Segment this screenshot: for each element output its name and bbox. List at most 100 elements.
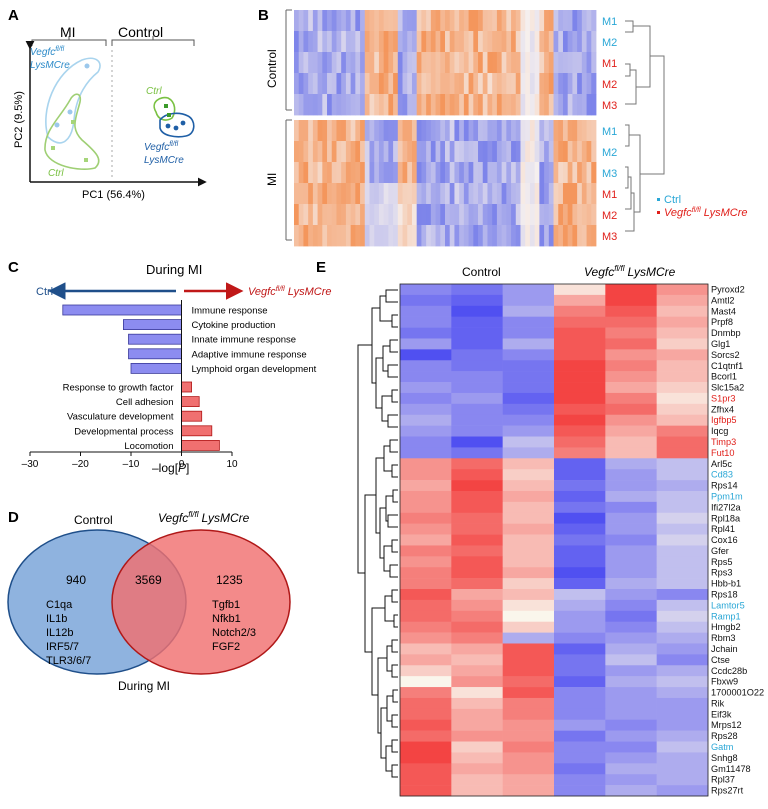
- heatmap-b-cell: [572, 141, 578, 163]
- heatmap-b-cell: [364, 52, 370, 74]
- heatmap-b-cell: [402, 94, 408, 116]
- heatmap-b-cell: [445, 10, 451, 32]
- heatmap-e-gene-label: Ccdc28b: [711, 666, 747, 676]
- heatmap-b-cell: [421, 10, 427, 32]
- heatmap-b-cell: [393, 10, 399, 32]
- heatmap-b-row-label: M2: [602, 79, 617, 91]
- bar-c-label: Immune response: [192, 306, 268, 317]
- heatmap-b-cell: [478, 162, 484, 184]
- heatmap-b-cell: [317, 141, 323, 163]
- heatmap-e-cell: [554, 316, 606, 328]
- chart-c-title: During MI: [146, 262, 202, 277]
- heatmap-e-cell: [605, 752, 657, 764]
- heatmap-e-cell: [554, 490, 606, 503]
- heatmap-b-cell: [459, 94, 465, 116]
- heatmap-b-cell: [393, 120, 399, 142]
- heatmap-e-gene-label: Fbxw9: [711, 677, 738, 687]
- heatmap-e-cell: [451, 284, 503, 296]
- heatmap-b-cell: [308, 162, 314, 184]
- chart-c-left-label: Ctrl: [36, 286, 53, 298]
- heatmap-b-cell: [468, 73, 474, 95]
- heatmap-e-gene-label: Sorcs2: [711, 350, 740, 360]
- heatmap-e-cell: [400, 382, 452, 394]
- pca-label-ctrl-control: Ctrl: [146, 86, 162, 97]
- heatmap-b-cell: [591, 204, 597, 226]
- heatmap-b-cell: [308, 10, 314, 32]
- heatmap-b-cell: [402, 73, 408, 95]
- heatmap-b-cell: [572, 94, 578, 116]
- pca-bracket-control: [111, 36, 195, 46]
- heatmap-b-cell: [496, 120, 503, 142]
- heatmap-e-cell: [502, 545, 555, 557]
- heatmap-b-cell: [393, 162, 399, 184]
- heatmap-b-cell: [393, 52, 399, 74]
- heatmap-b-cell: [548, 31, 554, 53]
- heatmap-b-cell: [539, 225, 545, 247]
- pca-group-control: Control: [118, 24, 163, 40]
- heatmap-e-cell: [400, 458, 452, 470]
- pca-point: [167, 113, 171, 117]
- heatmap-e-gene-label: Hbb-b1: [711, 579, 741, 589]
- heatmap-b-cell: [515, 31, 521, 53]
- bar-c-label: Vasculature development: [67, 412, 174, 423]
- heatmap-b-cell: [511, 52, 517, 74]
- heatmap-b-cell: [567, 10, 573, 32]
- pca-point: [71, 120, 75, 124]
- heatmap-b-cell: [515, 162, 521, 184]
- heatmap-e-cell: [502, 697, 555, 710]
- heatmap-b-cell: [539, 120, 545, 142]
- heatmap-b-cell: [355, 225, 361, 247]
- heatmap-b-cell: [369, 141, 375, 163]
- pca-label-vegfc-mi-line2: LysMCre: [30, 60, 70, 71]
- heatmap-e-cell: [451, 708, 503, 721]
- pca-hull-mi-vegfc: [45, 57, 101, 144]
- heatmap-e-gene-label: S1pr3: [711, 393, 736, 403]
- pca-group-mi: MI: [60, 24, 76, 40]
- heatmap-b-cell: [567, 120, 573, 142]
- heatmap-b-cell: [360, 73, 366, 95]
- heatmap-b-cell: [572, 31, 578, 53]
- venn-right-gene: FGF2: [212, 641, 240, 653]
- heatmap-e-cell: [502, 480, 555, 492]
- heatmap-e-gene-label: Prpf8: [711, 317, 733, 327]
- heatmap-b-cell: [478, 52, 484, 74]
- legend-b-ctrl: Ctrl: [664, 194, 681, 206]
- heatmap-b-cell: [487, 183, 493, 205]
- heatmap-e-gene-label: Ifi27l2a: [711, 502, 742, 512]
- heatmap-b-cell: [383, 162, 389, 184]
- panel-c-label: C: [8, 259, 19, 276]
- heatmap-e-cell: [502, 708, 555, 721]
- heatmap-b-cell: [298, 225, 304, 247]
- heatmap-b-cell: [308, 94, 314, 116]
- heatmap-e-cell: [400, 469, 452, 481]
- heatmap-e-gene-label: Rps3: [711, 568, 732, 578]
- heatmap-b-cell: [468, 120, 474, 142]
- heatmap-e-gene-label: Lamtor5: [711, 600, 745, 610]
- venn-left-title: Control: [74, 513, 113, 527]
- heatmap-b-cell: [440, 52, 446, 74]
- heatmap-b-cell: [411, 10, 418, 32]
- heatmap-b-cell: [435, 52, 441, 74]
- bar-c: [181, 425, 213, 437]
- heatmap-b-cell: [430, 31, 436, 53]
- heatmap-e-cell: [451, 752, 503, 764]
- heatmap-e-cell: [502, 774, 555, 786]
- heatmap-b-cell: [312, 73, 318, 95]
- heatmap-b-cell: [572, 10, 578, 32]
- heatmap-e-cell: [451, 414, 503, 426]
- heatmap-e-gene-label: Rps18: [711, 590, 738, 600]
- heatmap-b-cell: [525, 73, 531, 95]
- heatmap-b-cell: [294, 94, 300, 116]
- heatmap-b-cell: [388, 225, 394, 247]
- heatmap-b-cell: [459, 225, 465, 247]
- heatmap-e-cell: [605, 665, 657, 677]
- heatmap-b-cell: [378, 10, 385, 32]
- heatmap-e-cell: [400, 741, 452, 753]
- heatmap-b-cell: [529, 162, 536, 184]
- heatmap-b-row-label: M3: [602, 100, 617, 112]
- heatmap-e-group-vegfc: Vegfcfl/fl LysMCre: [584, 264, 676, 279]
- heatmap-b-cell: [435, 204, 441, 226]
- heatmap-b-cell: [492, 225, 498, 247]
- heatmap-b-cell: [416, 52, 422, 74]
- heatmap-e-cell: [656, 490, 709, 503]
